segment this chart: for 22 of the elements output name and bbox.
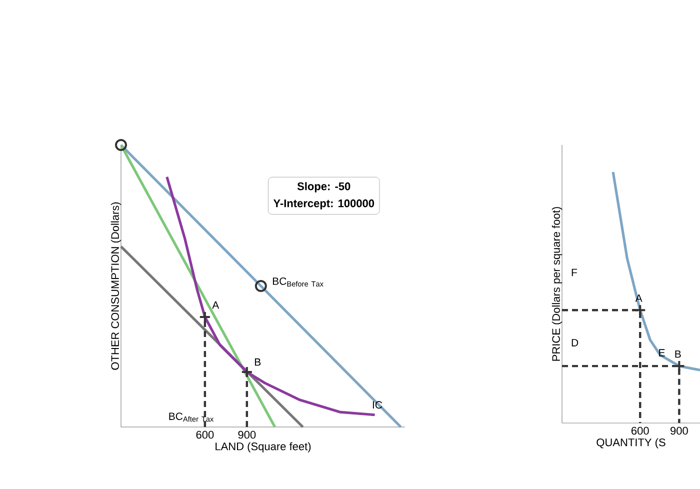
x-tick-label: 600 (196, 430, 214, 439)
annotation: D (572, 339, 578, 346)
x-axis-title: LAND (Square feet) (216, 442, 311, 452)
x-tick-label: 900 (238, 430, 256, 439)
annotation: $\mathrm{BC}_{\mathrm{After\ Tax}}$ (169, 412, 214, 422)
annotation: B (254, 358, 261, 366)
annotation: Y-Intercept: 100000 (273, 199, 374, 210)
x-tick-label: 900 (670, 426, 688, 435)
annotation: $\mathrm{BC}_{\mathrm{Before\ Tax}}$ (272, 277, 324, 287)
point (115, 138, 128, 151)
annotation: Slope: -50 (297, 182, 350, 192)
annotation: A (635, 294, 642, 302)
x-axis-title: QUANTITY (S (596, 438, 666, 448)
annotation: IC (372, 401, 382, 409)
annotation: B (675, 350, 681, 358)
annotation: E (659, 349, 665, 356)
point (254, 280, 267, 292)
annotation: A (212, 301, 220, 309)
x-tick-label: 600 (632, 426, 649, 435)
y-axis-title: OTHER CONSUMPTION (Dollars) (110, 202, 122, 370)
annotation: F (572, 268, 578, 276)
y-axis-title: PRICE (Dollars per square foot) (552, 207, 562, 361)
